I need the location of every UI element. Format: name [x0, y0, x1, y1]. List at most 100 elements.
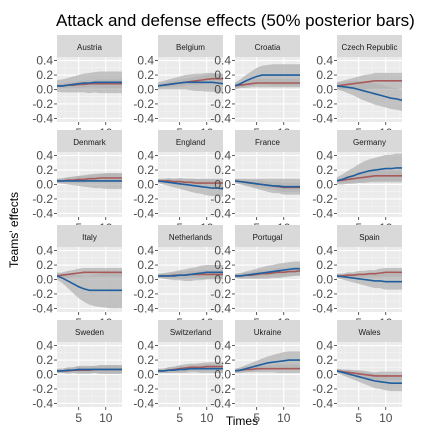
- y-tick-label: -0.4: [312, 301, 333, 315]
- y-tick-label: 0.2: [137, 68, 154, 82]
- y-tick-label: 0.4: [137, 244, 154, 258]
- defense-line: [57, 271, 122, 277]
- y-tick-label: -0.2: [210, 382, 231, 396]
- y-tick-label: 0.2: [36, 353, 53, 367]
- y-tick-label: -0.4: [312, 396, 333, 410]
- facet-strip-label: Germany: [353, 138, 386, 147]
- plot-area: [158, 178, 223, 197]
- y-tick-label: 0.0: [36, 273, 53, 287]
- y-tick-label: 0.0: [137, 273, 154, 287]
- y-tick-label: -0.2: [133, 97, 154, 111]
- y-tick-label: -0.4: [32, 111, 53, 125]
- y-tick-label: 0.4: [214, 54, 231, 68]
- defense-line: [235, 82, 300, 87]
- plot-area: [235, 351, 300, 374]
- y-tick-label: 0.0: [214, 368, 231, 382]
- facet-strip: [158, 130, 223, 152]
- y-tick-label: 0.4: [137, 54, 154, 68]
- y-tick-label: -0.2: [32, 97, 53, 111]
- facet-panel-switzerland: Switzerland -0.4-0.20.00.20.4 5 10: [133, 320, 223, 425]
- y-tick-label: 0.0: [36, 368, 53, 382]
- y-tick-label: 0.0: [316, 368, 333, 382]
- y-tick-label: 0.2: [36, 258, 53, 272]
- facet-panel-ukraine: Ukraine -0.4-0.20.00.20.4 5 10: [210, 320, 300, 425]
- y-tick-label: -0.4: [133, 111, 154, 125]
- y-tick-label: -0.2: [32, 287, 53, 301]
- y-tick-label: 0.4: [36, 149, 53, 163]
- y-tick-label: 0.2: [316, 163, 333, 177]
- plot-area: [337, 368, 402, 392]
- plot-area: [57, 365, 122, 374]
- facet-strip-label: Portugal: [253, 233, 283, 242]
- facet-panel-wales: Wales -0.4-0.20.00.20.4 5 10: [312, 320, 402, 425]
- y-tick-label: 0.0: [137, 178, 154, 192]
- defense-line: [337, 175, 402, 182]
- y-tick-label: -0.4: [210, 206, 231, 220]
- attack-line: [235, 74, 300, 87]
- y-tick-label: -0.2: [32, 382, 53, 396]
- attack-line: [235, 180, 300, 188]
- y-tick-label: -0.2: [312, 192, 333, 206]
- facet-panel-sweden: Sweden -0.4-0.20.00.20.4 5 10: [32, 320, 122, 425]
- y-tick-label: 0.0: [137, 368, 154, 382]
- facet-strip-label: Denmark: [73, 138, 106, 147]
- y-tick-label: 0.2: [214, 353, 231, 367]
- attack-line: [337, 370, 402, 384]
- plot-area: [158, 362, 223, 374]
- y-tick-label: 0.0: [36, 83, 53, 97]
- attack-line: [57, 81, 122, 87]
- y-tick-label: 0.2: [36, 163, 53, 177]
- facet-strip-label: England: [176, 138, 205, 147]
- y-tick-label: 0.2: [137, 353, 154, 367]
- facet-strip-label: Spain: [359, 233, 379, 242]
- y-tick-label: -0.4: [210, 396, 231, 410]
- y-tick-label: 0.4: [316, 244, 333, 258]
- facet-strip: [337, 130, 402, 152]
- y-tick-label: -0.2: [133, 287, 154, 301]
- facet-strip: [158, 35, 223, 57]
- y-tick-label: -0.4: [32, 396, 53, 410]
- facet-strip: [235, 320, 300, 342]
- y-tick-label: 0.4: [316, 54, 333, 68]
- y-tick-label: 0.4: [316, 339, 333, 353]
- y-tick-label: 0.4: [36, 339, 53, 353]
- y-tick-label: -0.2: [133, 382, 154, 396]
- y-tick-label: -0.4: [133, 396, 154, 410]
- y-tick-label: 0.0: [36, 178, 53, 192]
- attack-line: [158, 81, 223, 87]
- x-tick-label: 5: [253, 411, 260, 425]
- y-tick-label: 0.2: [137, 258, 154, 272]
- y-tick-label: 0.4: [214, 149, 231, 163]
- facet-strip-label: France: [255, 138, 280, 147]
- facet-strip: [57, 225, 122, 247]
- facet-strip-label: Croatia: [255, 43, 281, 52]
- facet-strip: [57, 130, 122, 152]
- attack-line: [158, 180, 223, 190]
- y-tick-label: 0.0: [137, 83, 154, 97]
- y-tick-label: 0.0: [316, 83, 333, 97]
- y-tick-label: -0.2: [312, 287, 333, 301]
- y-tick-label: -0.4: [133, 301, 154, 315]
- attack-line: [337, 85, 402, 102]
- y-tick-label: -0.4: [32, 206, 53, 220]
- facet-strip: [158, 320, 223, 342]
- y-tick-label: -0.4: [210, 111, 231, 125]
- y-tick-label: 0.2: [137, 163, 154, 177]
- attack-line: [235, 359, 300, 372]
- y-tick-label: 0.0: [214, 273, 231, 287]
- attack-line: [337, 167, 402, 182]
- y-tick-label: -0.4: [312, 111, 333, 125]
- facet-strip-label: Austria: [77, 43, 102, 52]
- y-tick-label: 0.0: [214, 178, 231, 192]
- facet-strip: [235, 130, 300, 152]
- defense-line: [337, 271, 402, 277]
- y-tick-label: -0.2: [32, 192, 53, 206]
- x-tick-label: 5: [75, 411, 82, 425]
- y-tick-label: -0.2: [210, 97, 231, 111]
